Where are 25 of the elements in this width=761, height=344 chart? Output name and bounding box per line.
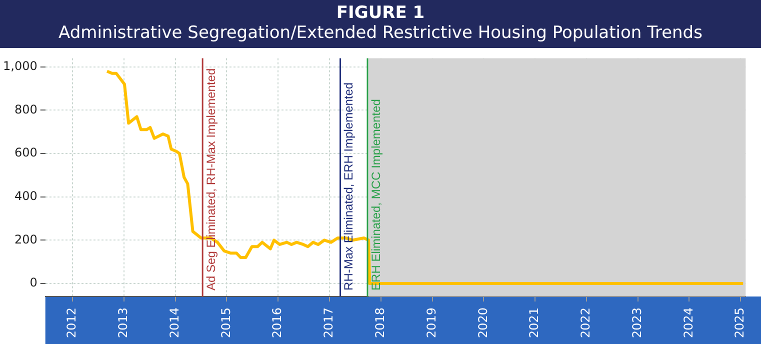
y-tick-label: 200 bbox=[14, 232, 38, 246]
y-tick-label: 0 bbox=[30, 276, 38, 290]
ref-line-label: Ad Seg Eliminated, RH-Max Implemented bbox=[204, 68, 218, 290]
y-tick-label: 800 bbox=[14, 102, 38, 116]
x-tick-label: 2021 bbox=[527, 307, 542, 338]
y-tick-label: 600 bbox=[14, 146, 38, 160]
y-tick-label: 1,000 bbox=[2, 58, 38, 73]
ref-line-label: ERH Eliminated, MCC Implemented bbox=[368, 99, 383, 290]
x-tick-label: 2013 bbox=[116, 307, 130, 338]
x-tick-label: 2016 bbox=[270, 307, 284, 338]
x-tick-label: 2020 bbox=[476, 307, 490, 338]
x-tick-label: 2022 bbox=[578, 307, 593, 338]
chart-title: FIGURE 1 bbox=[335, 3, 426, 23]
x-tick-label: 2024 bbox=[681, 307, 696, 338]
x-tick-label: 2019 bbox=[424, 307, 438, 338]
y-tick-label: 400 bbox=[14, 188, 38, 203]
x-tick-label: 2018 bbox=[373, 307, 387, 338]
ref-line-label: RH-Max Eliminated, ERH Implemented bbox=[342, 82, 356, 290]
x-tick-label: 2014 bbox=[167, 307, 182, 338]
chart-subtitle: Administrative Segregation/Extended Restrictive Housing Population Trends bbox=[58, 23, 704, 44]
x-tick-label: 2017 bbox=[322, 307, 336, 338]
x-tick-label: 2012 bbox=[64, 307, 79, 338]
x-tick-label: 2015 bbox=[218, 307, 233, 338]
x-tick-label: 2025 bbox=[732, 307, 747, 338]
x-tick-label: 2023 bbox=[630, 307, 644, 338]
